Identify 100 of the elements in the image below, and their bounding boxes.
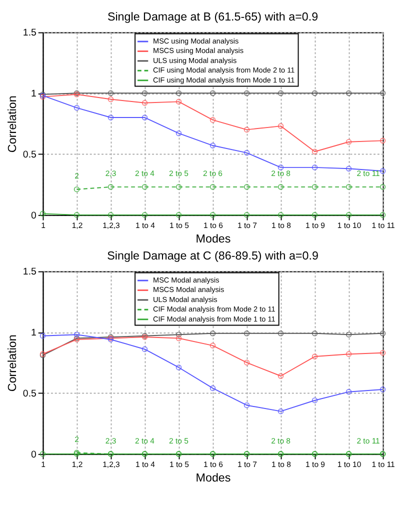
chart-title: Single Damage at C (86-89.5) with a=0.9 <box>107 250 318 263</box>
point <box>346 212 352 218</box>
point <box>142 100 148 106</box>
x-tick-label: 1 to 9 <box>306 221 325 230</box>
point <box>346 332 352 338</box>
point <box>346 388 352 395</box>
annotation: 2,3 <box>105 436 116 446</box>
point <box>142 346 148 352</box>
point <box>210 90 216 96</box>
x-tick-label: 1 to 9 <box>306 460 325 470</box>
x-tick-label: 1 to 8 <box>272 460 291 470</box>
point <box>210 342 216 348</box>
annotation: 2 to 8 <box>271 169 290 178</box>
chart-title: Single Damage at B (61.5-65) with a=0.9 <box>107 10 318 24</box>
point <box>108 90 114 96</box>
point <box>312 184 318 190</box>
point <box>108 114 114 120</box>
point <box>176 98 182 105</box>
x-tick-label: 1 to 6 <box>204 221 223 230</box>
point <box>176 335 182 342</box>
point <box>74 186 80 192</box>
point <box>176 364 182 370</box>
annotation: 2 to 11 <box>356 169 380 178</box>
point <box>74 104 80 111</box>
x-tick-label: 1 to 6 <box>204 460 223 470</box>
point <box>278 90 284 96</box>
point <box>346 138 352 145</box>
x-tick-label: 1 to 7 <box>238 460 257 470</box>
point <box>176 130 182 136</box>
x-tick-label: 1 to 11 <box>372 460 395 470</box>
y-tick-label: 1.5 <box>22 266 36 278</box>
point <box>142 212 148 218</box>
x-tick-label: 1 to 10 <box>337 460 362 470</box>
point <box>278 373 284 379</box>
point <box>244 90 250 96</box>
point <box>108 184 114 190</box>
annotation: 2 to 5 <box>169 169 188 178</box>
annotation: 2 <box>74 172 79 181</box>
point <box>210 330 216 336</box>
y-tick-label: 0.5 <box>22 149 36 160</box>
y-tick-label: 0 <box>31 449 38 460</box>
point <box>312 148 318 155</box>
y-tick-label: 1 <box>31 88 36 100</box>
point <box>142 184 148 190</box>
y-axis-title: Correlation <box>6 96 20 153</box>
point <box>74 212 80 218</box>
annotation: 2,3 <box>105 169 116 178</box>
point <box>108 212 114 218</box>
point <box>108 96 114 102</box>
x-tick-label: 1 to 7 <box>238 221 257 230</box>
y-tick-label: 0.5 <box>22 388 36 400</box>
point <box>142 114 148 120</box>
point <box>278 212 284 218</box>
x-tick-label: 1 to 4 <box>136 221 156 230</box>
x-axis-title: Modes <box>196 232 231 246</box>
point <box>312 90 318 96</box>
point <box>244 212 250 218</box>
point <box>244 330 250 336</box>
point <box>312 164 318 170</box>
point <box>346 351 352 357</box>
point <box>278 408 284 414</box>
point <box>312 330 318 336</box>
y-tick-label: 1.5 <box>22 28 36 39</box>
y-axis-title: Correlation <box>6 334 20 392</box>
point <box>142 90 148 96</box>
point <box>176 332 182 338</box>
x-tick-label: 1,2 <box>72 221 83 230</box>
point <box>210 385 216 392</box>
point <box>244 150 250 156</box>
point <box>244 360 250 366</box>
point <box>278 123 284 129</box>
point <box>278 330 284 336</box>
point <box>278 164 284 170</box>
x-tick-label: 1 <box>41 221 46 230</box>
annotation: 2 to 6 <box>203 169 222 178</box>
y-tick-label: 0 <box>31 210 38 222</box>
point <box>346 166 352 172</box>
point <box>380 184 386 190</box>
x-tick-label: 1,2 <box>72 460 83 470</box>
point <box>74 332 80 338</box>
x-tick-label: 1 to 4 <box>136 460 156 470</box>
annotation: 2 <box>74 435 79 444</box>
point <box>244 126 250 133</box>
x-tick-label: 1 <box>41 460 46 470</box>
x-tick-label: 1 to 11 <box>372 221 395 230</box>
point <box>346 184 352 190</box>
point <box>210 142 216 148</box>
point <box>346 90 352 96</box>
x-tick-label: 1 to 10 <box>337 221 362 230</box>
annotation: 2 to 11 <box>356 436 380 446</box>
annotation: 2 to 4 <box>135 169 156 178</box>
x-axis-title: Modes <box>196 472 231 485</box>
point <box>176 90 182 96</box>
point <box>312 354 318 360</box>
x-tick-label: 1 to 5 <box>170 460 189 470</box>
annotation: 2 to 4 <box>135 436 156 446</box>
point <box>278 184 284 190</box>
point <box>210 117 216 123</box>
point <box>176 212 182 218</box>
annotation: 2 to 8 <box>271 436 290 446</box>
